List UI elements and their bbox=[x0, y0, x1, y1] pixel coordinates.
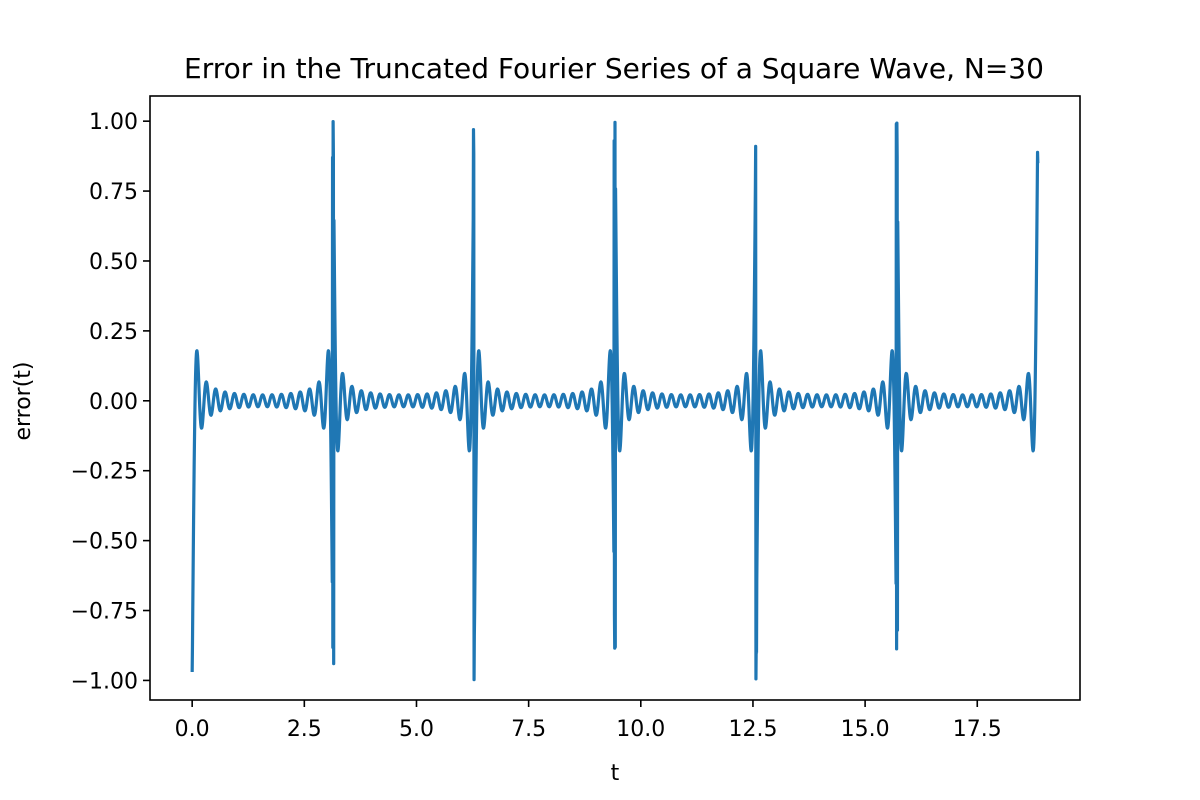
chart-title: Error in the Truncated Fourier Series of… bbox=[184, 52, 1044, 85]
x-tick-label: 0.0 bbox=[175, 717, 210, 742]
plot-frame bbox=[149, 95, 1081, 701]
x-tick-label: 7.5 bbox=[511, 717, 546, 742]
y-tick-label: −0.25 bbox=[71, 460, 138, 485]
y-axis-label: error(t) bbox=[11, 361, 36, 440]
x-tick-label: 17.5 bbox=[953, 717, 1002, 742]
x-tick-label: 10.0 bbox=[616, 717, 665, 742]
y-tick-label: −0.75 bbox=[71, 600, 138, 625]
error-series-line bbox=[190, 119, 1040, 682]
y-tick-label: −1.00 bbox=[71, 669, 138, 694]
x-tick-label: 15.0 bbox=[841, 717, 890, 742]
x-tick-label: 12.5 bbox=[728, 717, 777, 742]
y-tick-label: 0.25 bbox=[89, 320, 138, 345]
x-tick-label: 2.5 bbox=[287, 717, 322, 742]
y-tick-label: 0.75 bbox=[89, 180, 138, 205]
y-tick-label: 0.50 bbox=[89, 250, 138, 275]
y-tick-label: −0.50 bbox=[71, 530, 138, 555]
x-axis-label: t bbox=[611, 761, 620, 786]
y-axis: 1.00 0.75 0.50 0.25 0.00 −0.25 −0.50 −0.75 −1.00 bbox=[71, 110, 150, 694]
y-tick-label: 1.00 bbox=[89, 110, 138, 135]
x-axis: 0.0 2.5 5.0 7.5 10.0 12.5 15.0 17.5 bbox=[175, 700, 1002, 742]
plot-area bbox=[190, 119, 1040, 682]
y-tick-label: 0.00 bbox=[89, 390, 138, 415]
x-tick-label: 5.0 bbox=[399, 717, 434, 742]
